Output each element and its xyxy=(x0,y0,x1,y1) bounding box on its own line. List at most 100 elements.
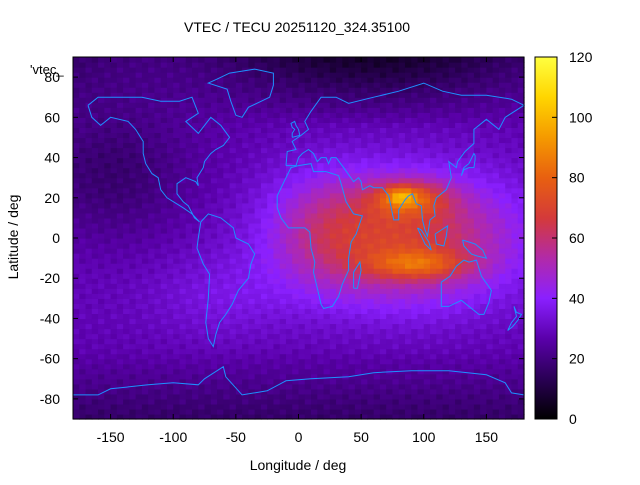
heatmap-cell xyxy=(235,77,243,83)
heatmap-cell xyxy=(141,328,149,335)
heatmap-cell xyxy=(323,303,331,309)
heatmap-cell xyxy=(141,102,149,108)
heatmap-cell xyxy=(398,363,406,370)
heatmap-cell xyxy=(323,147,331,154)
heatmap-cell xyxy=(411,393,419,400)
heatmap-cell xyxy=(73,378,80,385)
heatmap-cell xyxy=(185,413,193,420)
heatmap-cell xyxy=(467,77,475,83)
heatmap-cell xyxy=(173,232,181,239)
heatmap-cell xyxy=(336,127,343,134)
heatmap-cell xyxy=(223,192,231,199)
heatmap-cell xyxy=(455,197,462,204)
heatmap-cell xyxy=(135,82,143,88)
heatmap-cell xyxy=(198,117,206,123)
heatmap-cell xyxy=(417,373,425,380)
heatmap-cell xyxy=(185,293,193,299)
heatmap-cell xyxy=(254,238,262,244)
heatmap-cell xyxy=(461,288,469,294)
heatmap-cell xyxy=(141,373,149,380)
heatmap-cell xyxy=(480,232,488,239)
heatmap-cell xyxy=(73,348,80,355)
heatmap-cell xyxy=(442,107,450,113)
heatmap-cell xyxy=(467,212,475,219)
heatmap-cell xyxy=(110,263,118,269)
heatmap-cell xyxy=(229,117,237,123)
heatmap-cell xyxy=(273,343,281,350)
heatmap-cell xyxy=(386,152,394,159)
heatmap-cell xyxy=(486,62,494,68)
heatmap-cell xyxy=(442,373,450,380)
heatmap-cell xyxy=(354,92,362,98)
heatmap-cell xyxy=(116,298,124,304)
heatmap-cell xyxy=(505,403,513,410)
heatmap-cell xyxy=(486,187,494,194)
heatmap-cell xyxy=(361,57,368,63)
heatmap-cell xyxy=(91,413,99,420)
heatmap-cell xyxy=(135,383,143,390)
heatmap-cell xyxy=(342,127,350,134)
heatmap-cell xyxy=(141,162,149,169)
heatmap-cell xyxy=(279,333,287,340)
heatmap-cell xyxy=(492,102,500,108)
heatmap-cell xyxy=(329,408,337,415)
heatmap-cell xyxy=(367,227,375,234)
heatmap-cell xyxy=(329,132,337,139)
heatmap-cell xyxy=(116,358,124,365)
heatmap-cell xyxy=(267,363,275,370)
heatmap-cell xyxy=(442,268,450,274)
heatmap-cell xyxy=(361,333,368,340)
heatmap-cell xyxy=(448,308,456,315)
heatmap-cell xyxy=(267,87,275,93)
heatmap-cell xyxy=(141,253,149,259)
heatmap-cell xyxy=(160,253,168,259)
heatmap-cell xyxy=(373,283,381,289)
heatmap-cell xyxy=(217,112,224,118)
heatmap-cell xyxy=(467,142,475,149)
heatmap-cell xyxy=(473,137,481,144)
heatmap-cell xyxy=(342,318,350,325)
heatmap-cell xyxy=(323,162,331,169)
heatmap-cell xyxy=(135,318,143,325)
heatmap-cell xyxy=(461,107,469,113)
heatmap-cell xyxy=(160,363,168,370)
heatmap-cell xyxy=(198,87,206,93)
heatmap-cell xyxy=(348,152,356,159)
heatmap-cell xyxy=(116,187,124,194)
heatmap-cell xyxy=(417,162,425,169)
heatmap-cell xyxy=(461,408,469,415)
heatmap-cell xyxy=(361,378,368,385)
heatmap-cell xyxy=(273,258,281,264)
heatmap-cell xyxy=(91,207,99,214)
heatmap-cell xyxy=(267,177,275,184)
heatmap-cell xyxy=(461,62,469,68)
heatmap-cell xyxy=(73,368,80,375)
heatmap-cell xyxy=(342,62,350,68)
heatmap-cell xyxy=(210,403,218,410)
heatmap-cell xyxy=(254,338,262,345)
heatmap-cell xyxy=(185,97,193,103)
heatmap-cell xyxy=(210,172,218,179)
heatmap-cell xyxy=(480,408,488,415)
heatmap-cell xyxy=(217,212,224,219)
heatmap-cell xyxy=(279,298,287,304)
heatmap-cell xyxy=(192,82,199,88)
heatmap-cell xyxy=(154,77,162,83)
heatmap-cell xyxy=(173,313,181,320)
heatmap-cell xyxy=(342,112,350,118)
heatmap-cell xyxy=(160,398,168,405)
heatmap-cell xyxy=(185,288,193,294)
heatmap-cell xyxy=(329,398,337,405)
heatmap-cell xyxy=(73,147,80,154)
heatmap-cell xyxy=(210,273,218,279)
heatmap-cell xyxy=(498,368,506,375)
heatmap-cell xyxy=(461,323,469,330)
heatmap-cell xyxy=(279,338,287,345)
heatmap-cell xyxy=(91,82,99,88)
heatmap-cell xyxy=(430,132,437,139)
heatmap-cell xyxy=(123,147,130,154)
heatmap-cell xyxy=(492,388,500,395)
heatmap-cell xyxy=(154,343,162,350)
heatmap-cell xyxy=(386,67,394,73)
heatmap-cell xyxy=(373,207,381,214)
